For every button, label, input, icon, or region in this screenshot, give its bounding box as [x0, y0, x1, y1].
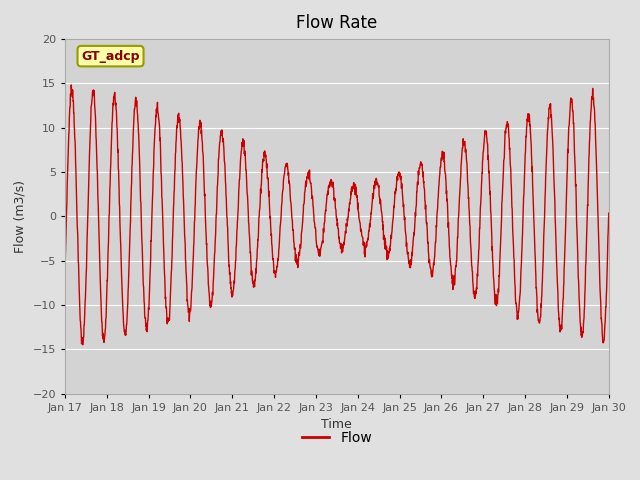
Title: Flow Rate: Flow Rate	[296, 14, 378, 32]
X-axis label: Time: Time	[321, 418, 352, 431]
Y-axis label: Flow (m3/s): Flow (m3/s)	[14, 180, 27, 253]
Text: GT_adcp: GT_adcp	[81, 49, 140, 62]
Legend: Flow: Flow	[296, 425, 378, 451]
